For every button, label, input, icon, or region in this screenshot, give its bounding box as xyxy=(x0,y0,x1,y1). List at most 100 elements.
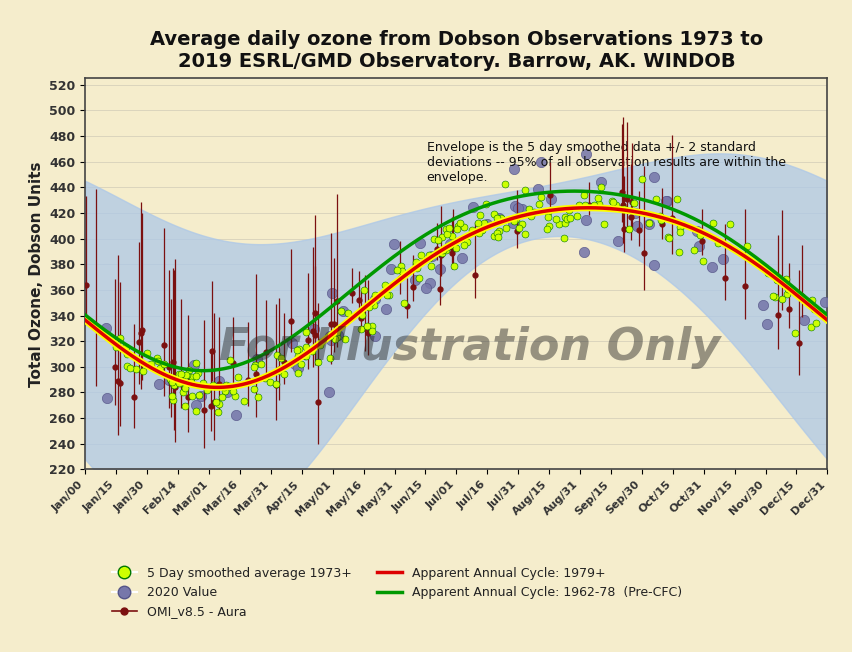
Point xyxy=(368,293,382,304)
Point xyxy=(653,215,667,226)
Point xyxy=(254,359,268,370)
Point xyxy=(817,297,831,308)
Point xyxy=(492,213,505,223)
Point xyxy=(365,321,378,331)
Point xyxy=(223,355,237,365)
Point xyxy=(336,306,349,317)
Point xyxy=(629,220,642,231)
Point xyxy=(647,171,660,182)
Point xyxy=(604,196,618,206)
Point xyxy=(189,399,203,409)
Point xyxy=(172,378,186,389)
Text: For Illustration Only: For Illustration Only xyxy=(219,326,719,369)
Point xyxy=(492,226,505,236)
Point xyxy=(506,215,520,226)
Point xyxy=(387,239,400,249)
Point xyxy=(443,239,457,249)
Point xyxy=(407,274,421,285)
Point xyxy=(277,369,291,379)
Text: Envelope is the 5 day smoothed data +/- 2 standard
deviations -- 95% of all obse: Envelope is the 5 day smoothed data +/- … xyxy=(426,141,785,184)
Point xyxy=(364,296,377,306)
Point xyxy=(250,393,264,403)
Point xyxy=(617,204,630,215)
Point xyxy=(562,213,576,224)
Point xyxy=(740,241,753,251)
Point xyxy=(382,290,395,301)
Point xyxy=(370,292,383,303)
Point xyxy=(659,196,673,206)
Point xyxy=(560,213,573,224)
Point xyxy=(610,236,624,246)
Point xyxy=(489,213,503,224)
Point xyxy=(325,288,338,298)
Point xyxy=(215,392,228,402)
Point xyxy=(457,222,470,232)
Point xyxy=(247,362,261,372)
Point xyxy=(250,354,263,364)
Point xyxy=(187,360,201,370)
Point xyxy=(222,381,235,391)
Point xyxy=(188,406,202,417)
Point xyxy=(219,379,233,390)
Point xyxy=(380,289,394,300)
Point xyxy=(439,244,452,255)
Point xyxy=(552,219,566,230)
Point xyxy=(606,197,619,207)
Point xyxy=(144,359,158,369)
Point xyxy=(558,211,572,222)
Point xyxy=(498,179,511,189)
Point xyxy=(180,370,193,380)
Point xyxy=(366,299,380,310)
Point xyxy=(163,374,176,384)
Point xyxy=(621,224,635,234)
Point xyxy=(322,387,336,397)
Point xyxy=(704,261,717,272)
Point xyxy=(298,350,312,361)
Point xyxy=(112,333,126,343)
Point xyxy=(211,376,225,387)
Point xyxy=(314,336,327,347)
Point xyxy=(464,224,478,235)
Point xyxy=(593,181,607,192)
Point xyxy=(377,280,391,291)
Point xyxy=(226,385,239,396)
Point xyxy=(471,228,485,239)
Point xyxy=(780,284,794,294)
Point xyxy=(285,337,298,348)
Point xyxy=(164,391,178,402)
Point xyxy=(479,199,492,209)
Point xyxy=(441,223,455,233)
Point xyxy=(423,278,436,288)
Point xyxy=(210,407,224,417)
Point xyxy=(196,378,210,388)
Point xyxy=(544,194,557,204)
Point xyxy=(477,218,491,228)
Point xyxy=(394,261,407,271)
Point xyxy=(153,363,166,374)
Point xyxy=(384,264,398,274)
Point xyxy=(452,218,466,229)
Point xyxy=(341,308,354,318)
Point xyxy=(489,228,503,239)
Point xyxy=(662,233,676,243)
Point xyxy=(705,218,719,228)
Point xyxy=(299,327,313,337)
Point xyxy=(578,200,591,210)
Point xyxy=(379,304,393,314)
Point xyxy=(440,242,453,252)
Point xyxy=(446,261,460,271)
Point xyxy=(422,250,435,260)
Point xyxy=(475,225,488,235)
Point xyxy=(185,391,199,402)
Point xyxy=(205,379,219,390)
Point xyxy=(395,266,409,276)
Point xyxy=(435,248,448,258)
Point xyxy=(524,211,538,222)
Point xyxy=(194,391,208,402)
Point xyxy=(330,327,343,337)
Point xyxy=(412,273,425,283)
Point xyxy=(247,383,261,394)
Point xyxy=(515,204,528,215)
Point xyxy=(212,399,226,409)
Point xyxy=(191,368,204,379)
